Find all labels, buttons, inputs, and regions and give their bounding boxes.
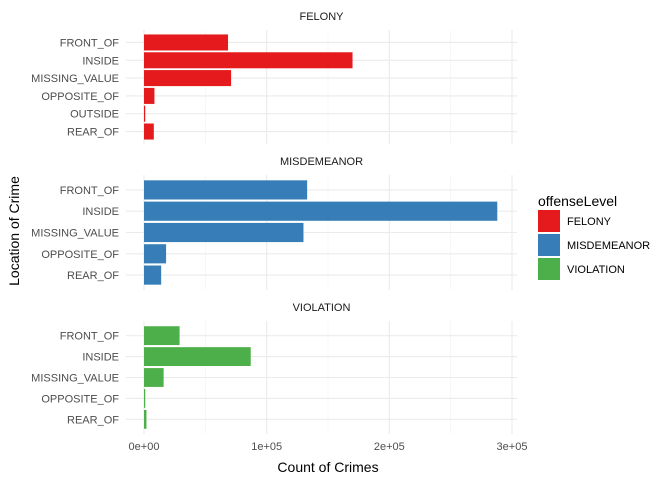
y-tick-label: REAR_OF <box>67 127 119 139</box>
legend-label: MISDEMEANOR <box>567 240 650 252</box>
y-axis-title: Location of Crime <box>6 176 22 286</box>
y-tick-label: FRONT_OF <box>60 185 120 197</box>
legend-title: offenseLevel <box>538 193 617 209</box>
bar-inside <box>144 52 353 69</box>
bar-front-of <box>144 326 180 346</box>
bar-rear-of <box>144 265 162 285</box>
x-tick-label: 0e+00 <box>129 441 160 453</box>
x-tick-label: 1e+05 <box>251 441 282 453</box>
facet-panels: FELONY REAR_OF OUTSIDE OPPOSITE_OF MISSING_V… <box>31 11 517 434</box>
y-tick-label: OPPOSITE_OF <box>41 249 119 261</box>
y-tick-label: OUTSIDE <box>70 109 119 121</box>
facet-panel-misdemeanor: MISDEMEANOR REAR_OF OPPOSITE_OF MISSING_VAL… <box>31 156 517 290</box>
legend-label: VIOLATION <box>567 264 625 276</box>
bar-rear-of <box>144 123 154 140</box>
y-tick-label: MISSING_VALUE <box>31 228 119 240</box>
facet-panel-felony: FELONY REAR_OF OUTSIDE OPPOSITE_OF MISSING_V… <box>31 11 517 144</box>
legend-label: FELONY <box>567 216 612 228</box>
y-tick-label: FRONT_OF <box>60 37 120 49</box>
y-tick-label: REAR_OF <box>67 270 119 282</box>
x-axis-title: Count of Crimes <box>277 459 378 475</box>
y-tick-label: INSIDE <box>82 352 119 364</box>
y-tick-label: INSIDE <box>82 206 119 218</box>
y-tick-label: MISSING_VALUE <box>31 373 119 385</box>
legend-key-violation <box>538 258 560 280</box>
facet-strip-label: VIOLATION <box>293 302 351 314</box>
facet-strip-label: FELONY <box>299 11 344 23</box>
y-tick-label: INSIDE <box>82 55 119 67</box>
bar-inside <box>144 201 498 221</box>
bar-rear-of <box>144 409 147 429</box>
y-tick-label: OPPOSITE_OF <box>41 393 119 405</box>
x-tick-label: 3e+05 <box>497 441 528 453</box>
y-tick-label: MISSING_VALUE <box>31 73 119 85</box>
x-tick-label: 2e+05 <box>374 441 405 453</box>
bar-opposite-of <box>144 389 146 408</box>
bar-missing-value <box>144 222 304 243</box>
legend: offenseLevel FELONY MISDEMEANOR VIOLATION <box>538 193 650 280</box>
bar-missing-value <box>144 368 164 387</box>
legend-key-misdemeanor <box>538 234 560 256</box>
bar-opposite-of <box>144 87 155 104</box>
facet-strip-label: MISDEMEANOR <box>280 156 363 168</box>
y-tick-label: REAR_OF <box>67 414 119 426</box>
bar-missing-value <box>144 70 232 87</box>
legend-items: FELONY MISDEMEANOR VIOLATION <box>538 210 650 280</box>
bar-front-of <box>144 180 308 200</box>
x-axis: 0e+00 1e+05 2e+05 3e+05 <box>129 441 528 453</box>
bar-inside <box>144 347 251 366</box>
y-tick-label: FRONT_OF <box>60 331 120 343</box>
bar-outside <box>144 105 146 122</box>
facet-panel-violation: VIOLATION REAR_OF OPPOSITE_OF MISSING_VALUE… <box>31 302 517 434</box>
y-tick-label: OPPOSITE_OF <box>41 91 119 103</box>
bar-front-of <box>144 34 229 51</box>
legend-key-felony <box>538 210 560 232</box>
bar-opposite-of <box>144 244 167 264</box>
